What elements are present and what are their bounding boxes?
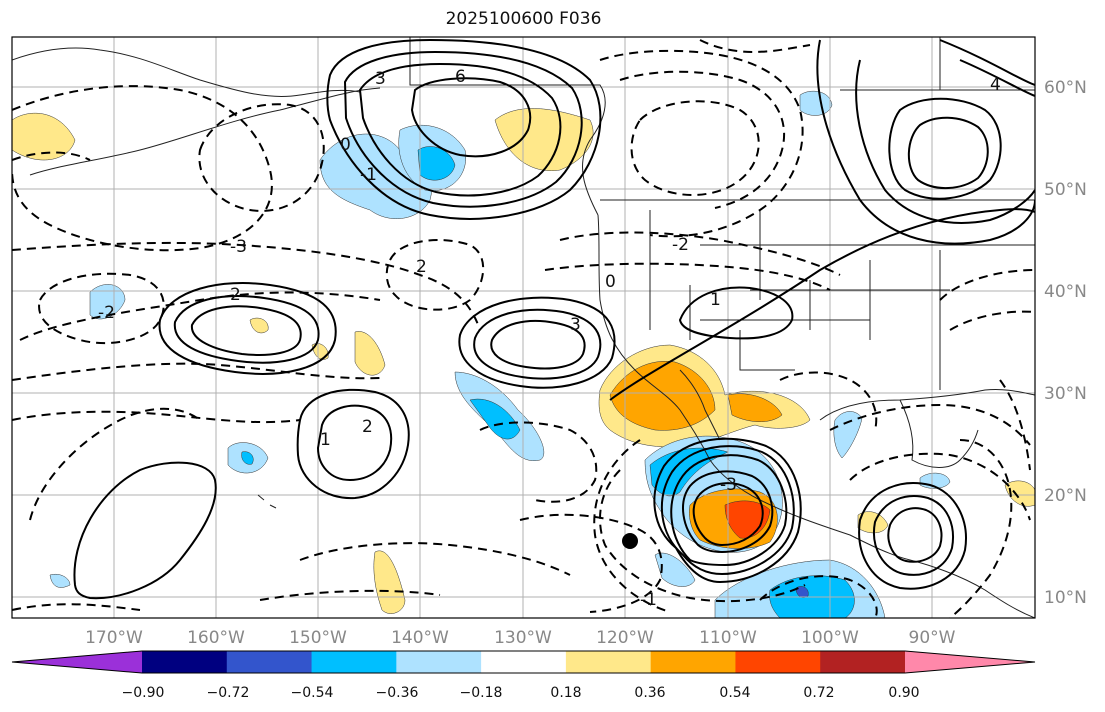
- contour-label: 2: [362, 417, 373, 437]
- colorbar-segment: [481, 651, 567, 673]
- lon-label: 160°W: [187, 628, 245, 648]
- colorbar-tick-label: −0.36: [376, 685, 419, 701]
- colorbar-segment: [396, 651, 482, 673]
- colorbar-extend-low: [12, 651, 142, 673]
- lat-label: 10°N: [1044, 588, 1087, 608]
- contour-label: -2: [672, 235, 689, 255]
- colorbar-tick-labels: −0.90 −0.72 −0.54 −0.36 −0.18 0.18 0.36 …: [122, 685, 920, 701]
- contour-label: 6: [455, 67, 466, 87]
- colorbar: [11, 650, 1036, 674]
- lon-label: 140°W: [391, 628, 449, 648]
- lat-label: 60°N: [1044, 78, 1087, 98]
- lat-label: 50°N: [1044, 180, 1087, 200]
- contour-label: 4: [990, 75, 1001, 95]
- longitude-labels: 170°W 160°W 150°W 140°W 130°W 120°W 110°…: [85, 628, 956, 648]
- colorbar-tick-label: 0.90: [888, 685, 919, 701]
- solid-contours: [73, 38, 1035, 600]
- colorbar-segment: [311, 651, 397, 673]
- colorbar-outline: [11, 650, 1036, 674]
- colorbar-tick-label: 0.18: [550, 685, 581, 701]
- colorbar-tick-label: 0.54: [719, 685, 750, 701]
- colorbar-tick-label: 0.72: [803, 685, 834, 701]
- lon-label: 150°W: [289, 628, 347, 648]
- contour-label: -3: [230, 237, 247, 257]
- map-frame: [11, 36, 1036, 619]
- contour-label: 1: [320, 430, 331, 450]
- colorbar-segment: [820, 651, 906, 673]
- contour-label: -1: [360, 165, 377, 185]
- lon-label: 100°W: [801, 628, 859, 648]
- lat-label: 20°N: [1044, 486, 1087, 506]
- colorbar-segment: [650, 651, 736, 673]
- lon-label: 110°W: [699, 628, 757, 648]
- lon-label: 130°W: [494, 628, 552, 648]
- colorbar-tick-label: −0.72: [207, 685, 250, 701]
- colorbar-segment: [735, 651, 821, 673]
- colorbar-tick-label: −0.54: [291, 685, 334, 701]
- coastlines: [12, 37, 1035, 618]
- map-title: 2025100600 F036: [445, 9, 602, 29]
- latitude-labels: 60°N 50°N 40°N 30°N 20°N 10°N: [1044, 78, 1087, 608]
- dashed-contours: [12, 39, 1035, 618]
- lon-label: 120°W: [596, 628, 654, 648]
- colorbar-extend-high: [905, 651, 1035, 673]
- colorbar-tick-label: −0.18: [460, 685, 503, 701]
- map-gridlines: [12, 37, 1035, 618]
- contour-label: -3: [720, 475, 737, 495]
- lat-label: 30°N: [1044, 384, 1087, 404]
- contour-label: 1: [710, 290, 721, 310]
- contour-label: 0: [340, 135, 351, 155]
- contour-label: -2: [98, 303, 115, 323]
- colorbar-tick-label: 0.36: [634, 685, 665, 701]
- colorbar-tick-label: −0.90: [122, 685, 165, 701]
- contour-labels: 6 3 0 -1 -2 -3 4 2 1 2 -3 2 3 0 1 -2 -1: [98, 67, 1001, 610]
- contour-label: 3: [570, 315, 581, 335]
- contour-label: 0: [605, 272, 616, 292]
- colorbar-segment: [142, 651, 228, 673]
- colorbar-segment: [565, 651, 652, 673]
- lon-label: 170°W: [85, 628, 143, 648]
- contour-label: -1: [640, 590, 657, 610]
- location-marker-dot: [622, 533, 638, 549]
- contour-label: 2: [230, 285, 241, 305]
- lon-label: 90°W: [909, 628, 956, 648]
- contour-label: 3: [375, 69, 386, 89]
- colorbar-segment: [226, 651, 313, 673]
- lat-label: 40°N: [1044, 282, 1087, 302]
- contour-label: 2: [416, 257, 427, 277]
